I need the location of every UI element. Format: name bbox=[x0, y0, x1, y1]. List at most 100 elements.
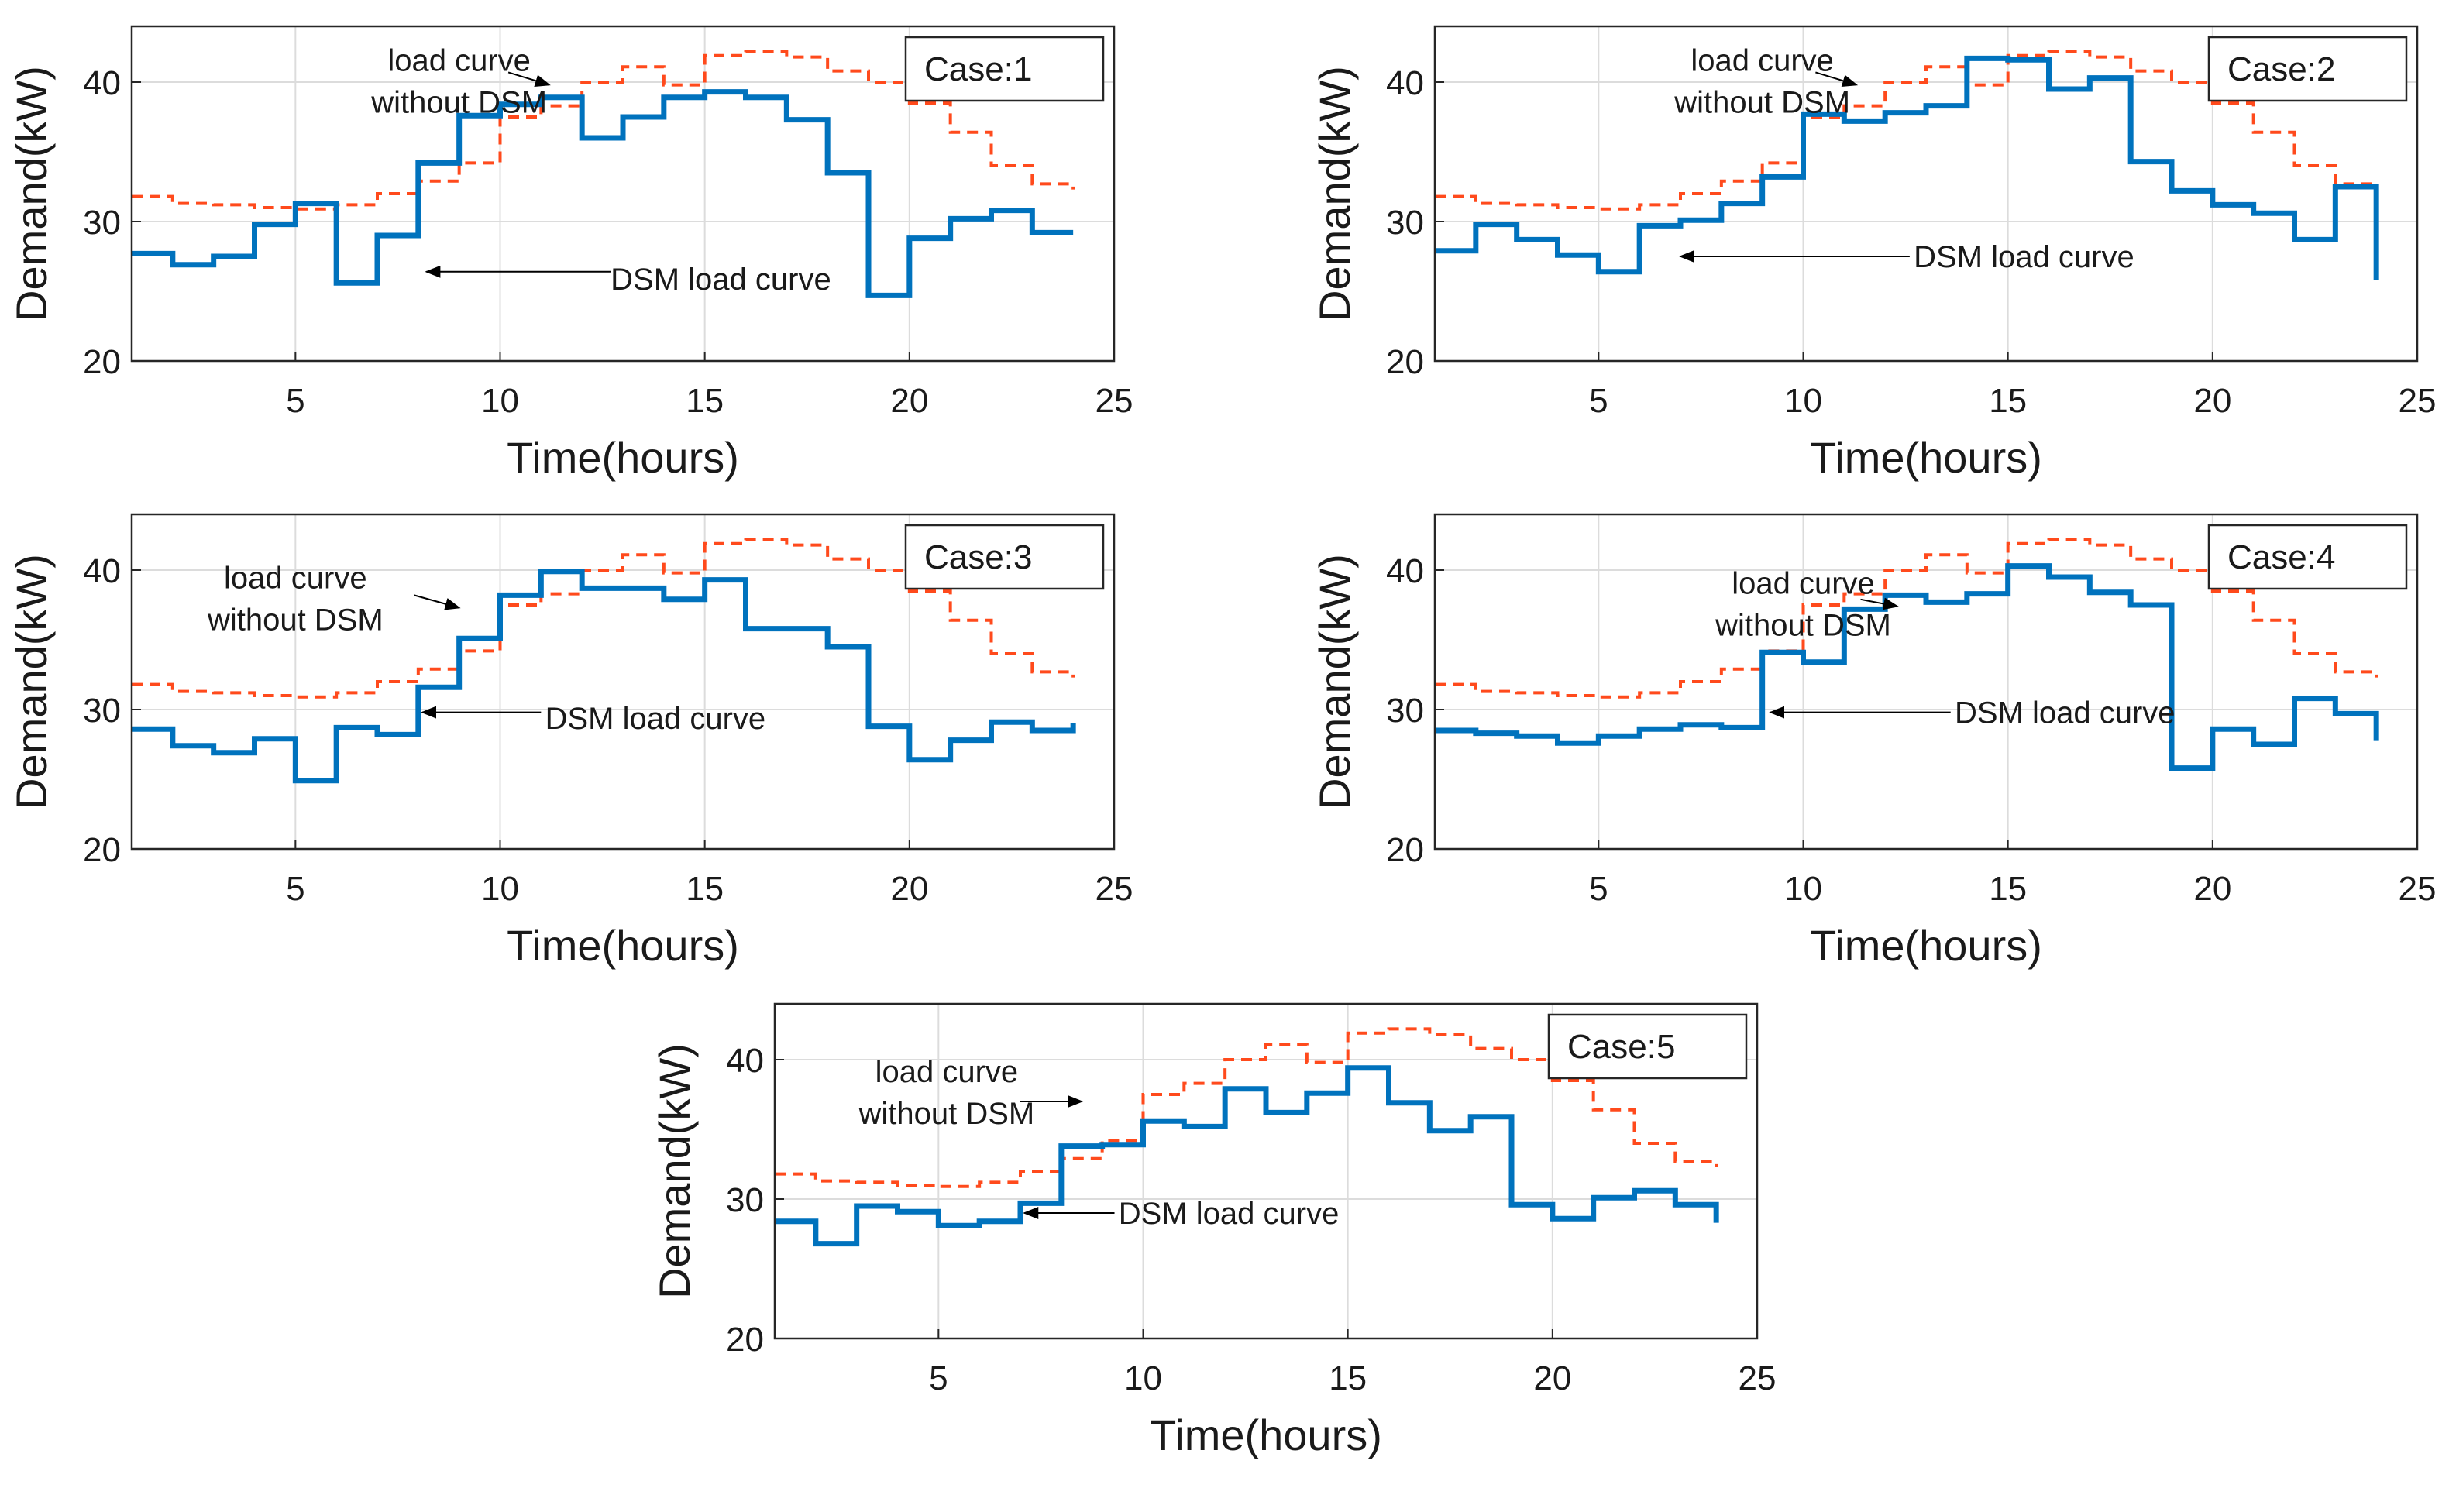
series-line-without-dsm bbox=[1435, 538, 2378, 699]
chart-panel-5: 5 10 15 20 25 20 30 40 Time(hours) Demand(kW) Case… bbox=[650, 1002, 1777, 1459]
y-tick-label: 40 bbox=[1386, 64, 1424, 102]
x-tick-label: 10 bbox=[1124, 1359, 1162, 1397]
case-label: Case:4 bbox=[2227, 538, 2335, 576]
series-line-dsm bbox=[1435, 55, 2379, 280]
y-tick-label: 20 bbox=[83, 831, 121, 869]
x-tick-label: 15 bbox=[1989, 870, 2027, 908]
annotation-arrow-without-dsm bbox=[507, 71, 551, 87]
series-line-without-dsm bbox=[132, 538, 1075, 699]
x-tick-label: 20 bbox=[890, 870, 928, 908]
x-tick-label: 25 bbox=[1096, 382, 1133, 420]
y-axis-label: Demand(kW) bbox=[7, 66, 56, 321]
x-tick-label: 20 bbox=[2193, 382, 2231, 420]
x-tick-label: 5 bbox=[929, 1359, 948, 1397]
chart-panel-4: 5 10 15 20 25 20 30 40 Time(hours) Demand(kW) Case… bbox=[1310, 513, 2437, 970]
annotation-without-dsm-line1: load curve bbox=[875, 1055, 1019, 1089]
axes-box bbox=[130, 25, 1116, 363]
x-axis-label: Time(hours) bbox=[1150, 1411, 1382, 1459]
axes-box bbox=[130, 513, 1116, 850]
chart-panel-2: 5 10 15 20 25 20 30 40 Time(hours) Demand(kW) Case… bbox=[1310, 25, 2437, 482]
annotation-dsm: DSM load curve bbox=[1119, 1197, 1340, 1231]
annotation-without-dsm-line2: without DSM bbox=[370, 86, 547, 120]
y-tick-label: 20 bbox=[1386, 831, 1424, 869]
annotation-dsm: DSM load curve bbox=[545, 702, 766, 736]
y-tick-label: 20 bbox=[83, 343, 121, 381]
chart-panel-1: 5 10 15 20 25 20 30 40 Time(hours) Demand(kW) Case… bbox=[7, 25, 1133, 482]
axes-box bbox=[1433, 25, 2419, 363]
annotation-without-dsm-line2: without DSM bbox=[207, 603, 384, 637]
series-line-without-dsm bbox=[775, 1027, 1718, 1188]
x-tick-label: 5 bbox=[286, 870, 304, 908]
series-line-without-dsm bbox=[1435, 50, 2378, 211]
x-tick-label: 15 bbox=[1329, 1359, 1367, 1397]
annotation-without-dsm-line1: load curve bbox=[387, 44, 531, 78]
x-axis-label: Time(hours) bbox=[1810, 433, 2042, 482]
x-tick-label: 25 bbox=[1096, 870, 1133, 908]
y-tick-label: 20 bbox=[1386, 343, 1424, 381]
y-tick-label: 30 bbox=[1386, 692, 1424, 730]
annotation-without-dsm-line1: load curve bbox=[1691, 44, 1834, 78]
annotation-without-dsm-line1: load curve bbox=[1732, 567, 1875, 601]
x-tick-label: 10 bbox=[481, 382, 519, 420]
x-axis-label: Time(hours) bbox=[507, 921, 739, 970]
series-line-without-dsm bbox=[132, 50, 1075, 211]
annotation-without-dsm-line2: without DSM bbox=[1673, 86, 1850, 120]
y-axis-label: Demand(kW) bbox=[7, 554, 56, 809]
x-tick-label: 15 bbox=[686, 870, 724, 908]
x-tick-label: 15 bbox=[686, 382, 724, 420]
series-line-dsm bbox=[132, 569, 1076, 784]
case-label-box bbox=[1547, 1013, 1748, 1080]
x-axis-label: Time(hours) bbox=[507, 433, 739, 482]
y-axis-label: Demand(kW) bbox=[1310, 66, 1359, 321]
annotation-dsm: DSM load curve bbox=[1914, 240, 2134, 274]
annotation-without-dsm-line1: load curve bbox=[224, 561, 367, 595]
y-tick-label: 40 bbox=[83, 64, 121, 102]
annotation-without-dsm-line2: without DSM bbox=[858, 1097, 1035, 1131]
case-label: Case:3 bbox=[924, 538, 1032, 576]
y-tick-label: 40 bbox=[83, 552, 121, 590]
y-tick-label: 30 bbox=[1386, 204, 1424, 242]
chart-panel-3: 5 10 15 20 25 20 30 40 Time(hours) Demand(kW) Case… bbox=[7, 513, 1133, 970]
y-axis-label: Demand(kW) bbox=[1310, 554, 1359, 809]
annotation-arrow-without-dsm bbox=[414, 594, 461, 610]
axes-box bbox=[1433, 513, 2419, 850]
case-label: Case:5 bbox=[1567, 1028, 1675, 1066]
series-line-dsm bbox=[132, 89, 1074, 298]
annotation-without-dsm-line2: without DSM bbox=[1715, 609, 1891, 643]
x-tick-label: 15 bbox=[1989, 382, 2027, 420]
y-axis-label: Demand(kW) bbox=[650, 1043, 699, 1299]
x-tick-label: 5 bbox=[1589, 870, 1608, 908]
x-tick-label: 20 bbox=[1533, 1359, 1571, 1397]
x-tick-label: 10 bbox=[1784, 870, 1822, 908]
series-line-dsm bbox=[775, 1065, 1719, 1247]
case-label-box bbox=[2207, 36, 2408, 102]
y-tick-label: 30 bbox=[83, 204, 121, 242]
case-label-box bbox=[904, 524, 1105, 590]
annotation-dsm: DSM load curve bbox=[611, 263, 831, 297]
x-axis-label: Time(hours) bbox=[1810, 921, 2042, 970]
case-label: Case:1 bbox=[924, 50, 1032, 88]
case-label: Case:2 bbox=[2227, 50, 2335, 88]
y-tick-label: 40 bbox=[1386, 552, 1424, 590]
y-tick-label: 30 bbox=[83, 692, 121, 730]
y-tick-label: 20 bbox=[726, 1321, 764, 1359]
x-tick-label: 20 bbox=[890, 382, 928, 420]
x-tick-label: 5 bbox=[1589, 382, 1608, 420]
x-tick-label: 20 bbox=[2193, 870, 2231, 908]
annotation-dsm: DSM load curve bbox=[1955, 696, 2176, 730]
y-tick-label: 40 bbox=[726, 1042, 764, 1080]
case-label-box bbox=[2207, 524, 2408, 590]
case-label-box bbox=[904, 36, 1105, 102]
x-tick-label: 10 bbox=[481, 870, 519, 908]
series-line-dsm bbox=[1435, 563, 2379, 771]
y-tick-label: 30 bbox=[726, 1181, 764, 1219]
axes-box bbox=[773, 1002, 1759, 1340]
x-tick-label: 25 bbox=[2399, 382, 2437, 420]
x-tick-label: 10 bbox=[1784, 382, 1822, 420]
annotation-arrow-without-dsm bbox=[1860, 597, 1899, 610]
x-tick-label: 5 bbox=[286, 382, 304, 420]
x-tick-label: 25 bbox=[1739, 1359, 1777, 1397]
annotation-arrow-without-dsm bbox=[1815, 71, 1859, 87]
x-tick-label: 25 bbox=[2399, 870, 2437, 908]
